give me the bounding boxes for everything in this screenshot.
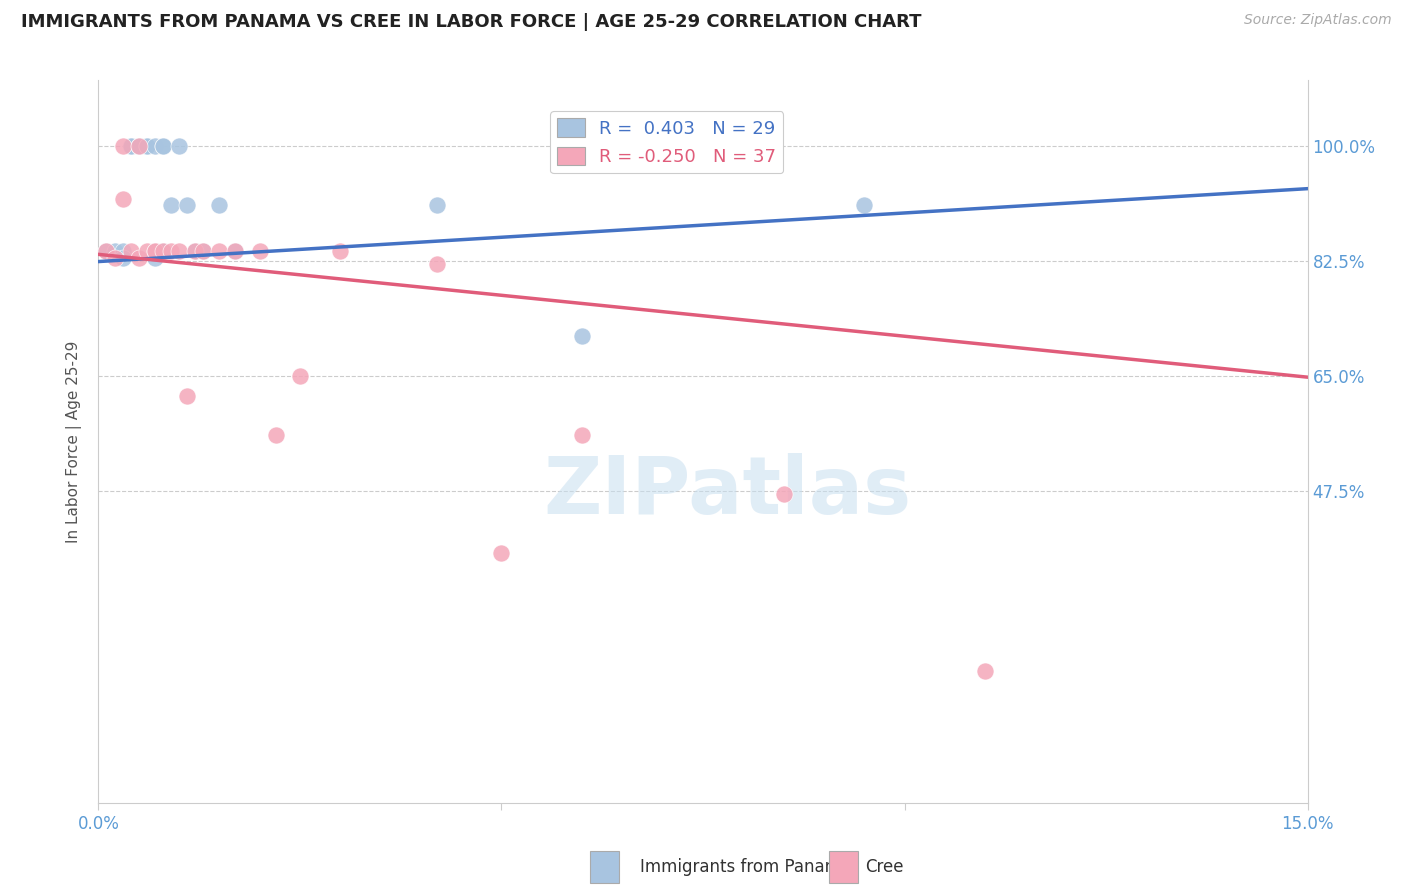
Legend: R =  0.403   N = 29, R = -0.250   N = 37: R = 0.403 N = 29, R = -0.250 N = 37 xyxy=(550,111,783,173)
Point xyxy=(193,244,215,258)
Point xyxy=(491,546,513,560)
Text: ZIPatlas: ZIPatlas xyxy=(543,453,911,531)
Point xyxy=(426,198,449,212)
Point xyxy=(143,244,166,258)
Point xyxy=(249,244,271,258)
Point xyxy=(264,428,287,442)
Point xyxy=(571,329,593,343)
Point xyxy=(120,139,142,153)
Point xyxy=(96,244,118,258)
Point xyxy=(143,244,166,258)
Point xyxy=(128,139,150,153)
Y-axis label: In Labor Force | Age 25-29: In Labor Force | Age 25-29 xyxy=(66,341,83,542)
Text: Source: ZipAtlas.com: Source: ZipAtlas.com xyxy=(1244,13,1392,28)
Text: Immigrants from Panama: Immigrants from Panama xyxy=(640,858,851,876)
Point xyxy=(103,244,125,258)
Point xyxy=(426,257,449,271)
Point xyxy=(160,198,183,212)
Point xyxy=(974,665,997,679)
Point xyxy=(160,244,183,258)
Text: Cree: Cree xyxy=(865,858,903,876)
Point xyxy=(143,139,166,153)
Point xyxy=(224,244,246,258)
Point xyxy=(288,368,311,383)
Point xyxy=(208,244,231,258)
Point xyxy=(772,487,794,501)
Point xyxy=(135,139,157,153)
Point xyxy=(120,244,142,258)
Point xyxy=(184,244,207,258)
Point xyxy=(176,198,198,212)
Point xyxy=(329,244,352,258)
Point xyxy=(193,244,215,258)
Point xyxy=(167,244,190,258)
Point xyxy=(128,139,150,153)
Point xyxy=(111,139,134,153)
Point xyxy=(152,244,174,258)
Point xyxy=(167,139,190,153)
Point xyxy=(111,251,134,265)
Point xyxy=(208,198,231,212)
Text: IMMIGRANTS FROM PANAMA VS CREE IN LABOR FORCE | AGE 25-29 CORRELATION CHART: IMMIGRANTS FROM PANAMA VS CREE IN LABOR … xyxy=(21,13,921,31)
Point xyxy=(96,244,118,258)
Point xyxy=(103,251,125,265)
Point xyxy=(111,192,134,206)
Point xyxy=(143,244,166,258)
Point xyxy=(224,244,246,258)
Point xyxy=(571,428,593,442)
Point xyxy=(152,139,174,153)
Point xyxy=(152,244,174,258)
Point xyxy=(120,139,142,153)
Point xyxy=(135,244,157,258)
Point xyxy=(184,244,207,258)
Point xyxy=(128,139,150,153)
Point xyxy=(111,244,134,258)
Point xyxy=(128,251,150,265)
Point xyxy=(853,198,876,212)
Point xyxy=(135,139,157,153)
Point xyxy=(143,251,166,265)
Point xyxy=(176,388,198,402)
Point xyxy=(152,139,174,153)
